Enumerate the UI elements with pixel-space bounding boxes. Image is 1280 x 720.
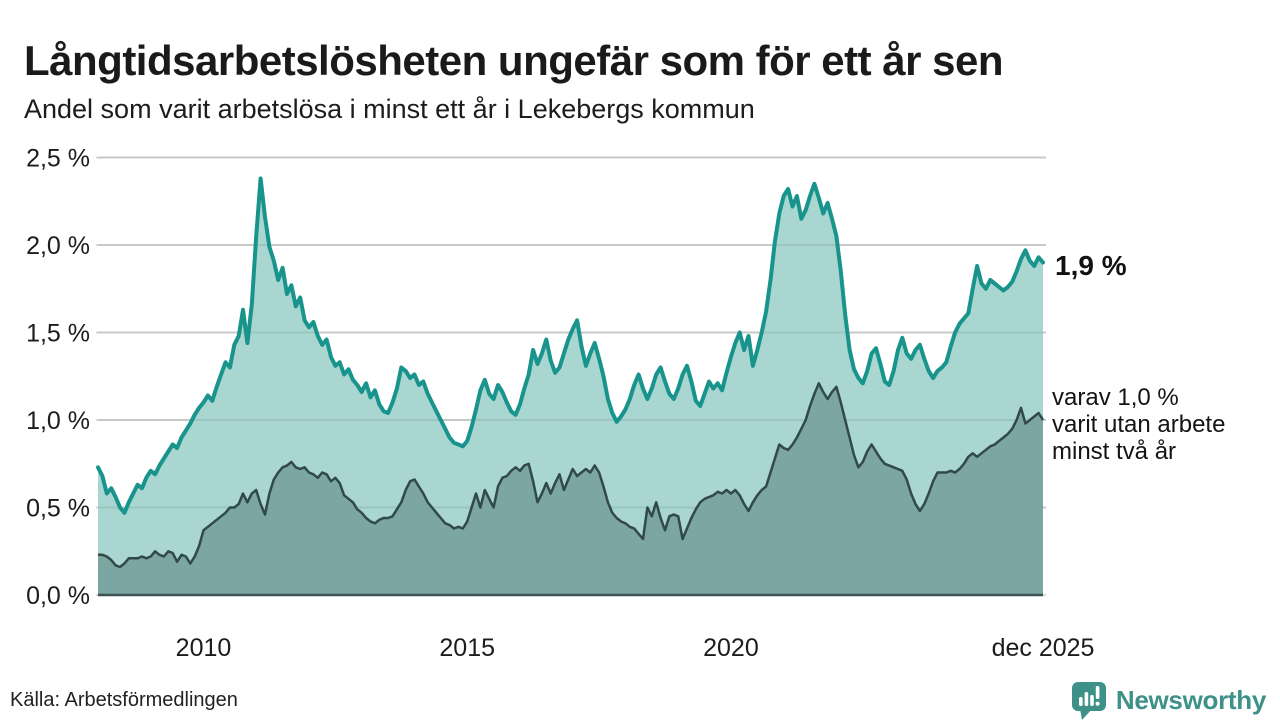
newsworthy-wordmark: Newsworthy — [1115, 684, 1266, 715]
x-tick-label: 2010 — [176, 634, 232, 662]
chart-title: Långtidsarbetslösheten ungefär som för e… — [24, 38, 1004, 85]
y-tick-label: 2,5 % — [26, 144, 90, 172]
x-tick-label: dec 2025 — [992, 634, 1095, 662]
y-tick-label: 2,0 % — [26, 232, 90, 260]
newsworthy-bar-chart-icon — [1071, 682, 1106, 720]
y-tick-label: 1,5 % — [26, 319, 90, 347]
chart-subtitle: Andel som varit arbetslösa i minst ett å… — [24, 94, 755, 124]
series-two-plus-line — [98, 382, 1045, 569]
series-total-line — [96, 176, 1045, 515]
y-tick-label: 0,5 % — [26, 494, 90, 522]
x-tick-label: 2015 — [439, 634, 495, 662]
series-two-plus-area — [98, 383, 1043, 595]
source-note: Källa: Arbetsförmedlingen — [10, 689, 238, 711]
y-tick-label: 1,0 % — [26, 407, 90, 435]
newsworthy-logo: Newsworthy — [1071, 680, 1266, 720]
y-tick-label: 0,0 % — [26, 582, 90, 610]
latest-value-label: 1,9 % — [1055, 250, 1127, 281]
two-year-note-label: varav 1,0 % varit utan arbete minst två … — [1052, 384, 1226, 465]
x-tick-label: 2020 — [703, 634, 759, 662]
